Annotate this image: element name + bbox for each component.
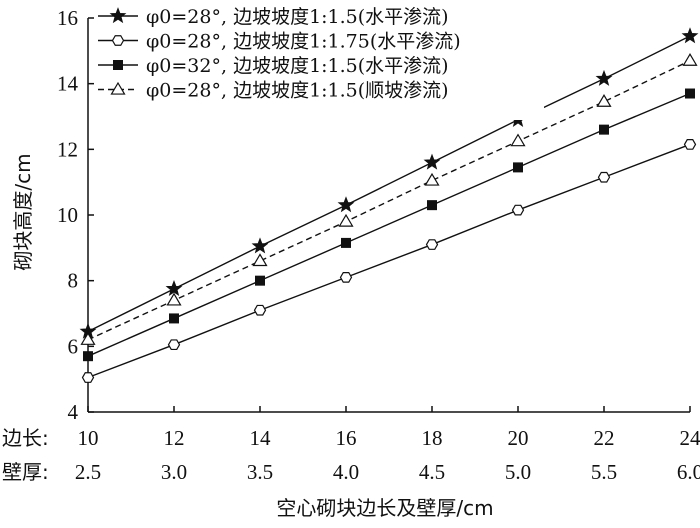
data-point bbox=[427, 200, 437, 211]
data-point bbox=[682, 52, 698, 66]
legend: φ0=28°, 边坡坡度1:1.5(水平渗流) φ0=28°, 边坡坡度1:1.7… bbox=[94, 2, 544, 120]
data-point bbox=[165, 280, 183, 297]
data-point bbox=[339, 272, 353, 283]
y-tick-label: 6 bbox=[68, 334, 79, 358]
x-tick-label: 22 bbox=[594, 426, 615, 450]
legend-marker bbox=[111, 35, 125, 46]
data-point bbox=[338, 213, 354, 227]
y-tick-label: 4 bbox=[68, 400, 79, 424]
legend-label: φ0=32°, 边坡坡度1:1.5(水平渗流) bbox=[146, 55, 449, 77]
data-point bbox=[597, 171, 611, 183]
x-tick-label: 18 bbox=[422, 426, 443, 450]
x-tick-label: 5.0 bbox=[505, 460, 531, 484]
data-point bbox=[424, 172, 440, 186]
legend-marker bbox=[109, 7, 127, 24]
y-tick-label: 16 bbox=[57, 6, 78, 30]
data-point bbox=[596, 94, 612, 107]
legend-label: φ0=28°, 边坡坡度1:1.75(水平渗流) bbox=[146, 31, 461, 53]
x-tick-label: 6.0 bbox=[677, 460, 700, 484]
data-point bbox=[595, 69, 613, 86]
y-tick-label: 10 bbox=[57, 203, 78, 227]
data-point bbox=[83, 351, 93, 362]
y-tick-label: 14 bbox=[57, 72, 79, 96]
x-tick-label: 14 bbox=[250, 426, 272, 450]
y-tick-label: 8 bbox=[68, 269, 79, 293]
series-line bbox=[87, 35, 691, 333]
data-point bbox=[599, 124, 609, 135]
x-axis-title: 空心砌块边长及壁厚/cm bbox=[276, 496, 493, 520]
data-point bbox=[510, 133, 526, 147]
data-point bbox=[253, 304, 267, 316]
x-tick-label: 4.5 bbox=[419, 460, 445, 484]
x-tick-label: 12 bbox=[164, 426, 185, 450]
data-point bbox=[683, 139, 697, 150]
legend-background bbox=[94, 2, 544, 120]
x-tick-label: 4.0 bbox=[333, 460, 359, 484]
data-point bbox=[251, 237, 269, 254]
data-point bbox=[685, 88, 695, 99]
series-3 bbox=[83, 88, 695, 362]
data-point bbox=[255, 275, 265, 286]
data-point bbox=[80, 332, 96, 345]
x-row-label: 壁厚: bbox=[2, 460, 49, 484]
axes: 4 6 8 10 12 14 16 边长: 10 12 14 16 18 20 22 24 壁厚: 2.5 3.0 3… bbox=[2, 6, 700, 484]
y-axis-title: 砌块高度/cm bbox=[11, 153, 35, 270]
x-tick-label: 3.0 bbox=[161, 460, 187, 484]
legend-marker bbox=[110, 81, 126, 95]
data-point bbox=[425, 239, 439, 250]
series-line bbox=[87, 92, 691, 357]
legend-label: φ0=28°, 边坡坡度1:1.5(水平渗流) bbox=[146, 6, 449, 28]
series-line bbox=[87, 143, 691, 379]
legend-marker bbox=[113, 60, 123, 70]
series-line bbox=[87, 60, 691, 341]
x-row-label: 边长: bbox=[2, 426, 49, 450]
data-point bbox=[511, 204, 525, 216]
data-point bbox=[337, 196, 355, 213]
data-point bbox=[169, 313, 179, 324]
series-2 bbox=[81, 139, 697, 383]
series-4 bbox=[80, 52, 698, 345]
data-point bbox=[341, 237, 351, 248]
x-tick-label: 2.5 bbox=[75, 460, 101, 484]
data-point bbox=[513, 162, 523, 173]
data-point bbox=[167, 339, 181, 351]
x-tick-label: 3.5 bbox=[247, 460, 273, 484]
data-point bbox=[81, 372, 95, 383]
y-tick-label: 12 bbox=[57, 137, 78, 161]
legend-label: φ0=28°, 边坡坡度1:1.5(顺坡渗流) bbox=[146, 80, 449, 102]
data-point bbox=[681, 27, 699, 44]
x-tick-label: 24 bbox=[680, 426, 700, 450]
x-tick-label: 20 bbox=[508, 426, 529, 450]
data-point bbox=[166, 292, 182, 306]
data-point bbox=[252, 253, 268, 267]
x-tick-label: 5.5 bbox=[591, 460, 617, 484]
x-tick-label: 16 bbox=[336, 426, 357, 450]
data-point bbox=[423, 153, 441, 170]
x-tick-label: 10 bbox=[78, 426, 99, 450]
